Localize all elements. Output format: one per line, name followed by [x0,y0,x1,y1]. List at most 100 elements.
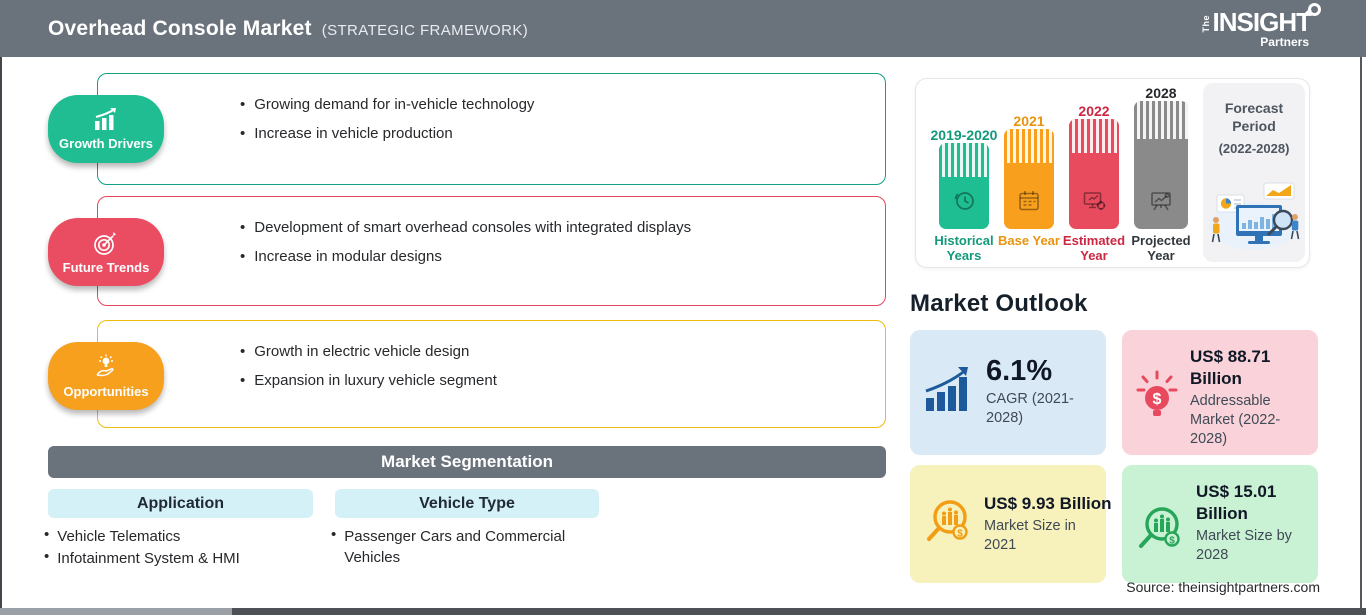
bullet-text: Growing demand for in-vehicle technology [254,96,535,113]
year-label: 2028 [1145,85,1177,101]
timeline-panel: 2019-2020 2021 2022 2028 [915,78,1310,268]
bar-caption: Base Year [998,233,1060,248]
card-desc: Addressable Market (2022-2028) [1190,392,1281,447]
cagr-card: 6.1% CAGR (2021-2028) [910,330,1106,455]
dollar-bulb-icon: $ [1134,368,1180,429]
card-value: US$ 9.93 Billion [984,494,1112,513]
list-item: • Growth in electric vehicle design [240,343,865,362]
bar-caption: Estimated Year [1062,233,1126,263]
clock-history-icon [951,188,977,219]
growth-chart-icon [922,365,976,420]
title-wrap: Overhead Console Market (STRATEGIC FRAME… [48,17,528,41]
card-text: US$ 9.93 Billion Market Size in 2021 [984,493,1112,555]
analytics-illustration [1206,177,1302,256]
frame-right-border [1360,57,1362,611]
future-trends-badge: Future Trends [48,218,164,286]
card-text: 6.1% CAGR (2021-2028) [986,356,1096,428]
badge-label: Opportunities [63,384,149,399]
badge-label: Growth Drivers [59,136,153,151]
list-item-text: Infotainment System & HMI [57,550,240,567]
bullet-text: Development of smart overhead consoles w… [254,219,692,236]
bullet-icon: • [44,548,50,565]
base-year-bar [1004,129,1054,229]
page-subtitle: (STRATEGIC FRAMEWORK) [321,21,529,39]
bullet-icon: • [44,526,50,543]
card-value: 6.1% [986,355,1053,388]
card-desc: Market Size in 2021 [984,517,1076,553]
frame-bottom-border [0,608,1366,615]
list-item-text: Vehicle Telematics [57,528,181,545]
segment-column-application: Application [48,489,313,518]
growth-drivers-badge: Growth Drivers [48,95,164,163]
opportunities-box: • Growth in electric vehicle design • Expa… [97,320,886,428]
addressable-market-card: $ US$ 88.71 Billion Addressable Market (… [1122,330,1318,455]
vehicle-type-list: • Passenger Cars and Commercial Vehicles [331,526,581,568]
bullet-text: Growth in electric vehicle design [254,343,470,360]
bullet-icon: • [240,247,246,265]
list-item: • Development of smart overhead consoles … [240,219,865,238]
segment-column-vehicle-type: Vehicle Type [335,489,599,518]
svg-text:$: $ [957,528,963,539]
bar-caption: Historical Years [934,233,994,263]
card-desc: Market Size by 2028 [1196,527,1292,563]
bullet-icon: • [240,371,246,389]
magnifier-icon [1308,3,1321,16]
market-size-2028-card: $ US$ 15.01 Billion Market Size by 2028 [1122,465,1318,583]
card-value: US$ 15.01 Billion [1196,482,1277,523]
target-dart-icon [92,230,120,257]
card-text: US$ 15.01 Billion Market Size by 2028 [1196,481,1308,565]
calendar-icon [1016,188,1042,219]
bullet-text: Expansion in luxury vehicle segment [254,371,497,389]
magnifier-chart-icon: $ [922,496,974,553]
list-item: • Increase in vehicle production [240,125,865,144]
svg-text:$: $ [1169,536,1175,547]
frame-left-border [0,57,2,611]
hand-lightbulb-icon [92,353,120,381]
opportunities-row: • Growth in electric vehicle design • Expa… [48,320,886,428]
future-trends-box: • Development of smart overhead consoles … [97,196,886,306]
card-desc: CAGR (2021-2028) [986,391,1074,427]
bullet-text: Increase in vehicle production [254,124,453,142]
growth-drivers-box: • Growing demand for in-vehicle technolog… [97,73,886,185]
year-label: 2021 [1013,113,1045,129]
year-label: 2022 [1078,103,1110,119]
list-item: • Expansion in luxury vehicle segment [240,372,865,391]
application-list: • Vehicle Telematics • Infotainment System… [44,526,314,569]
logo-partners-text: Partners [1260,35,1309,49]
logo-insight-text: INSIGHT [1212,7,1312,37]
list-item: • Infotainment System & HMI [44,548,314,569]
market-outlook-title: Market Outlook [910,290,1088,317]
page-title: Overhead Console Market [48,16,312,40]
list-item: • Growing demand for in-vehicle technolog… [240,96,865,115]
estimated-year-bar [1069,119,1119,229]
source-attribution: Source: theinsightpartners.com [1126,579,1320,595]
logo-the-text: The [1200,15,1211,33]
forecast-range: (2022-2028) [1218,141,1290,157]
future-trends-row: • Development of smart overhead consoles … [48,196,886,306]
insight-partners-logo: The INSIGHT Partners [1200,3,1321,49]
list-item: • Vehicle Telematics [44,526,314,547]
bar-chart-growth-icon [91,107,121,133]
opportunities-badge: Opportunities [48,342,164,410]
card-text: US$ 88.71 Billion Addressable Market (20… [1190,346,1308,449]
bullet-icon: • [240,124,246,142]
forecast-title: Forecast Period [1224,100,1284,135]
bullet-icon: • [240,343,246,360]
list-item: • Increase in modular designs [240,248,865,267]
svg-text:$: $ [1153,391,1162,408]
forecast-period-panel: Forecast Period (2022-2028) [1203,83,1305,262]
bullet-icon: • [240,96,246,113]
market-segmentation-header: Market Segmentation [48,446,886,478]
logo-top: The INSIGHT [1200,3,1321,37]
year-label: 2019-2020 [930,127,998,143]
monitor-gear-icon [1081,188,1107,219]
bullet-text: Increase in modular designs [254,247,442,265]
historical-years-bar [939,143,989,229]
badge-label: Future Trends [62,259,150,275]
presentation-chart-icon [1148,188,1174,219]
growth-drivers-row: • Growing demand for in-vehicle technolog… [48,73,886,185]
list-item: • Passenger Cars and Commercial Vehicles [331,526,581,568]
bar-caption: Projected Year [1131,233,1191,263]
bullet-icon: • [331,526,337,543]
